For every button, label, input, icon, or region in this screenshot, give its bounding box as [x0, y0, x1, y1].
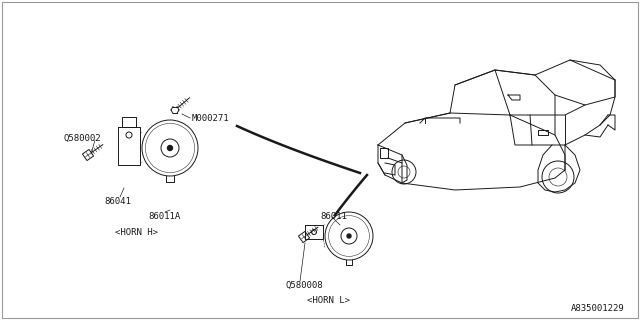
- Text: <HORN L>: <HORN L>: [307, 296, 350, 305]
- Text: Q580008: Q580008: [286, 281, 324, 290]
- Circle shape: [347, 234, 351, 238]
- Text: 86041: 86041: [104, 197, 131, 206]
- Text: 86011: 86011: [320, 212, 347, 221]
- Text: 86011A: 86011A: [148, 212, 180, 221]
- Text: <HORN H>: <HORN H>: [115, 228, 158, 237]
- Circle shape: [168, 146, 173, 150]
- Text: Q580002: Q580002: [64, 134, 102, 143]
- Text: M000271: M000271: [192, 114, 230, 123]
- Text: A835001229: A835001229: [572, 304, 625, 313]
